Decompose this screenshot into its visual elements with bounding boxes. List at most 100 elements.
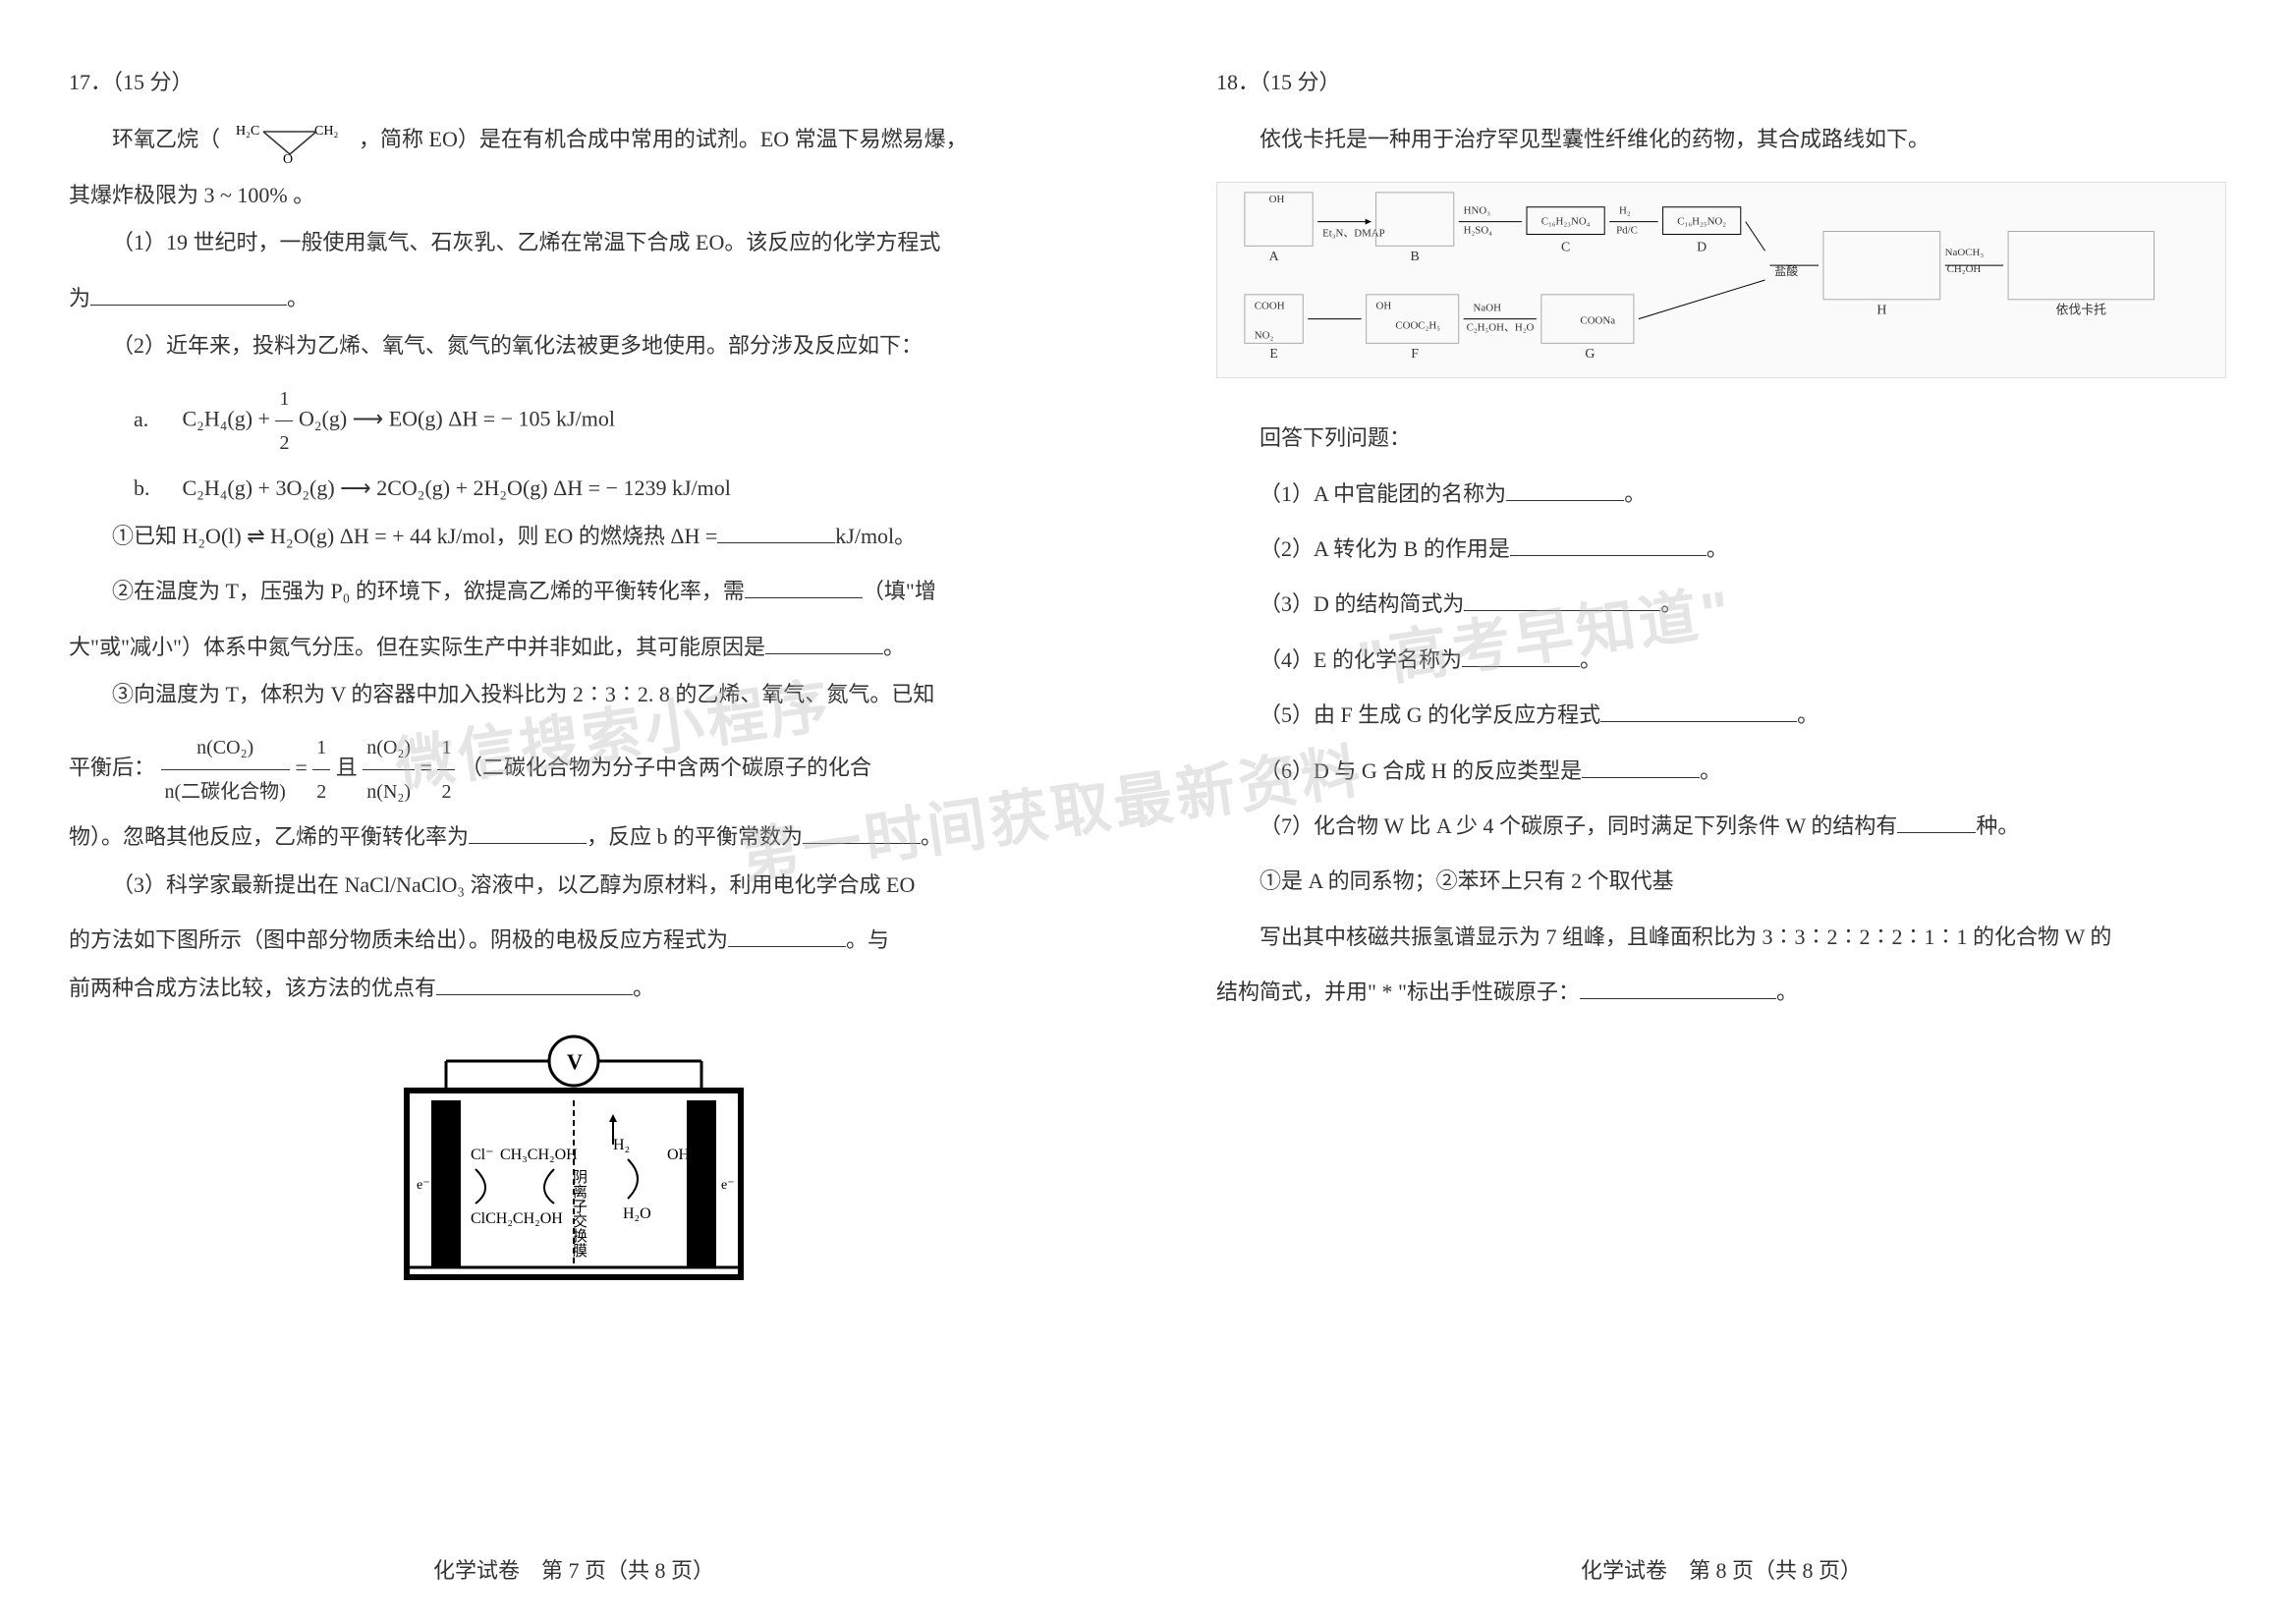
q17-p2-2: ②在温度为 T，压强为 P₀ 的环境下，欲提高乙烯的平衡转化率，需（填"增: [69, 568, 1079, 615]
svg-text:G: G: [1585, 346, 1595, 361]
synthesis-scheme: A OH Et₃N、DMAP B HNO₃ H₂SO₄ C₁₆H₂₃NO₄ C …: [1216, 182, 2226, 378]
svg-text:COONa: COONa: [1580, 314, 1615, 326]
epoxide-structure: H₂C CH₂ O: [226, 120, 354, 164]
q18-5: （5）由 F 生成 G 的化学反应方程式 。: [1216, 692, 2226, 739]
p1b-text: 为: [69, 286, 90, 310]
mid2: 且: [336, 756, 358, 780]
svg-text:H₂C: H₂C: [236, 124, 259, 139]
q6b: 。: [1700, 758, 1721, 783]
q5a: （5）由 F 生成 G 的化学反应方程式: [1259, 702, 1600, 727]
mid1: =: [295, 756, 312, 780]
svg-text:C₁₆H₂₅NO₂: C₁₆H₂₅NO₂: [1677, 215, 1726, 227]
q17-number: 17．（15 分）: [69, 59, 1079, 106]
blank-18-4: [1462, 645, 1580, 667]
p2-3c: ，反应 b 的平衡常数为: [587, 824, 803, 849]
svg-text:CH₃CH₂OH: CH₃CH₂OH: [500, 1147, 578, 1163]
q5b: 。: [1797, 702, 1819, 727]
eq-a-label: a.: [134, 396, 177, 443]
frac4-den: 2: [437, 770, 455, 813]
q18-intro: 依伐卡托是一种用于治疗罕见型囊性纤维化的药物，其合成路线如下。: [1216, 116, 2226, 163]
q17-p1: （1）19 世纪时，一般使用氯气、石灰乳、乙烯在常温下合成 EO。该反应的化学方…: [69, 219, 1079, 266]
svg-text:OH⁻: OH⁻: [667, 1147, 699, 1163]
q18-number: 18．（15 分）: [1216, 59, 2226, 106]
blank-1: [90, 284, 287, 306]
p2-3b: 物）。忽略其他反应，乙烯的平衡转化率为: [69, 824, 469, 849]
svg-text:F: F: [1411, 346, 1419, 361]
q18-7c1: ①是 A 的同系物；②苯环上只有 2 个取代基: [1216, 858, 2226, 905]
intro-a: 环氧乙烷（: [112, 127, 220, 151]
eq-a-frac: 12: [275, 377, 293, 465]
p3c: 。与: [846, 927, 889, 952]
blank-18-6: [1582, 756, 1700, 778]
frac2: 12: [312, 726, 330, 813]
q18-1: （1）A 中官能团的名称为 。: [1216, 471, 2226, 518]
q18-7c2: 写出其中核磁共振氢谱显示为 7 组峰，且峰面积比为 3∶3∶2∶2∶2∶1∶1 …: [1216, 914, 2226, 961]
frac1-den: n(二碳化合物): [161, 770, 290, 813]
frac3: n(O₂)n(N₂): [363, 726, 415, 813]
p2-2c: 大"或"减小"）体系中氮气分压。但在实际生产中并非如此，其可能原因是: [69, 635, 765, 659]
frac1: n(CO₂)n(二碳化合物): [161, 726, 290, 813]
blank-18-7: [1897, 812, 1976, 833]
q7a: （7）化合物 W 比 A 少 4 个碳原子，同时满足下列条件 W 的结构有: [1259, 813, 1897, 838]
q4a: （4）E 的化学名称为: [1259, 647, 1462, 672]
q1a: （1）A 中官能团的名称为: [1259, 481, 1506, 506]
svg-text:H₂O: H₂O: [623, 1205, 651, 1222]
frac2-num: 1: [312, 726, 330, 770]
q3a: （3）D 的结构简式为: [1259, 591, 1464, 616]
q17-intro-1: 环氧乙烷（ H₂C CH₂ O ，简称 EO）是在有机合成中常用的试剂。EO 常…: [69, 116, 1079, 163]
blank-18-8: [1580, 978, 1776, 999]
q17-p2-1: ①已知 H₂O(l) ⇌ H₂O(g) ΔH = + 44 kJ/mol，则 E…: [69, 513, 1079, 560]
blank-18-2: [1510, 534, 1707, 556]
blank-3: [745, 577, 863, 598]
q17-intro-2: 其爆炸极限为 3 ~ 100% 。: [69, 172, 1079, 219]
frac1-num: n(CO₂): [161, 726, 290, 770]
frac4-num: 1: [437, 726, 455, 770]
svg-text:Pd/C: Pd/C: [1616, 224, 1638, 236]
electrolysis-apparatus: V Cl⁻ CH₃CH₂OH ClCH₂CH₂OH e⁻ 阴离子交换膜 H₂ O…: [377, 1032, 770, 1307]
page-8-footer: 化学试卷 第 8 页（共 8 页）: [1148, 1547, 2295, 1595]
svg-text:依伐卡托: 依伐卡托: [2056, 303, 2107, 316]
q17-p2-3a: ③向温度为 T，体积为 V 的容器中加入投料比为 2∶3∶2. 8 的乙烯、氧气…: [69, 671, 1079, 718]
p2-2d: 。: [883, 635, 905, 659]
q17-p2-2c: 大"或"减小"）体系中氮气分压。但在实际生产中并非如此，其可能原因是 。: [69, 624, 1079, 671]
eq-a-den: 2: [275, 421, 293, 465]
q17-p3b: 的方法如下图所示（图中部分物质未给出）。阴极的电极反应方程式为 。与: [69, 917, 1079, 964]
eq-b-text: C₂H₄(g) + 3O₂(g) ⟶ 2CO₂(g) + 2H₂O(g) ΔH …: [183, 476, 731, 500]
p3e: 。: [633, 976, 654, 1000]
page-7: 17．（15 分） 环氧乙烷（ H₂C CH₂ O ，简称 EO）是在有机合成中…: [0, 0, 1148, 1624]
q17-p3a: （3）科学家最新提出在 NaCl/NaClO₃ 溶液中，以乙醇为原材料，利用电化…: [69, 862, 1079, 909]
svg-text:H₂: H₂: [1619, 204, 1631, 216]
frac2-den: 2: [312, 770, 330, 813]
q4b: 。: [1580, 647, 1601, 672]
svg-text:H₂: H₂: [613, 1137, 630, 1153]
q18-answer-intro: 回答下列问题：: [1216, 415, 2226, 462]
p2-1a: ①已知 H₂O(l) ⇌ H₂O(g) ΔH = + 44 kJ/mol，则 E…: [112, 524, 717, 548]
p2-3d: 。: [921, 824, 942, 849]
q7c4: 。: [1776, 980, 1798, 1004]
svg-text:OH: OH: [1269, 194, 1285, 205]
svg-text:D: D: [1697, 239, 1707, 253]
intro-b: ，简称 EO）是在有机合成中常用的试剂。EO 常温下易燃易爆，: [359, 127, 968, 151]
svg-text:E: E: [1269, 346, 1277, 361]
q18-3: （3）D 的结构简式为。: [1216, 581, 2226, 628]
p2-3-label: 平衡后：: [69, 756, 155, 780]
q2b: 。: [1707, 536, 1728, 561]
eq-a: a. C₂H₄(g) + 12 O₂(g) ⟶ EO(g) ΔH = − 105…: [69, 377, 1079, 465]
q17-p3d: 前两种合成方法比较，该方法的优点有 。: [69, 965, 1079, 1012]
p3b: 的方法如下图所示（图中部分物质未给出）。阴极的电极反应方程式为: [69, 927, 728, 952]
q17-p2: （2）近年来，投料为乙烯、氧气、氮气的氧化法被更多地使用。部分涉及反应如下：: [69, 322, 1079, 369]
page-8: 18．（15 分） 依伐卡托是一种用于治疗罕见型囊性纤维化的药物，其合成路线如下…: [1148, 0, 2295, 1624]
p3d: 前两种合成方法比较，该方法的优点有: [69, 976, 436, 1000]
blank-2: [717, 522, 835, 543]
q1b: 。: [1624, 481, 1646, 506]
svg-text:C₁₆H₂₃NO₄: C₁₆H₂₃NO₄: [1541, 215, 1591, 227]
blank-8: [436, 974, 633, 995]
q2a: （2）A 转化为 B 的作用是: [1259, 536, 1510, 561]
svg-text:A: A: [1269, 249, 1279, 263]
svg-text:Cl⁻: Cl⁻: [471, 1147, 494, 1163]
blank-4: [765, 633, 883, 654]
mid3: =: [420, 756, 438, 780]
q18-6: （6）D 与 G 合成 H 的反应类型是。: [1216, 748, 2226, 795]
q18-2: （2）A 转化为 B 的作用是 。: [1216, 526, 2226, 573]
q18-7: （7）化合物 W 比 A 少 4 个碳原子，同时满足下列条件 W 的结构有种。: [1216, 803, 2226, 850]
